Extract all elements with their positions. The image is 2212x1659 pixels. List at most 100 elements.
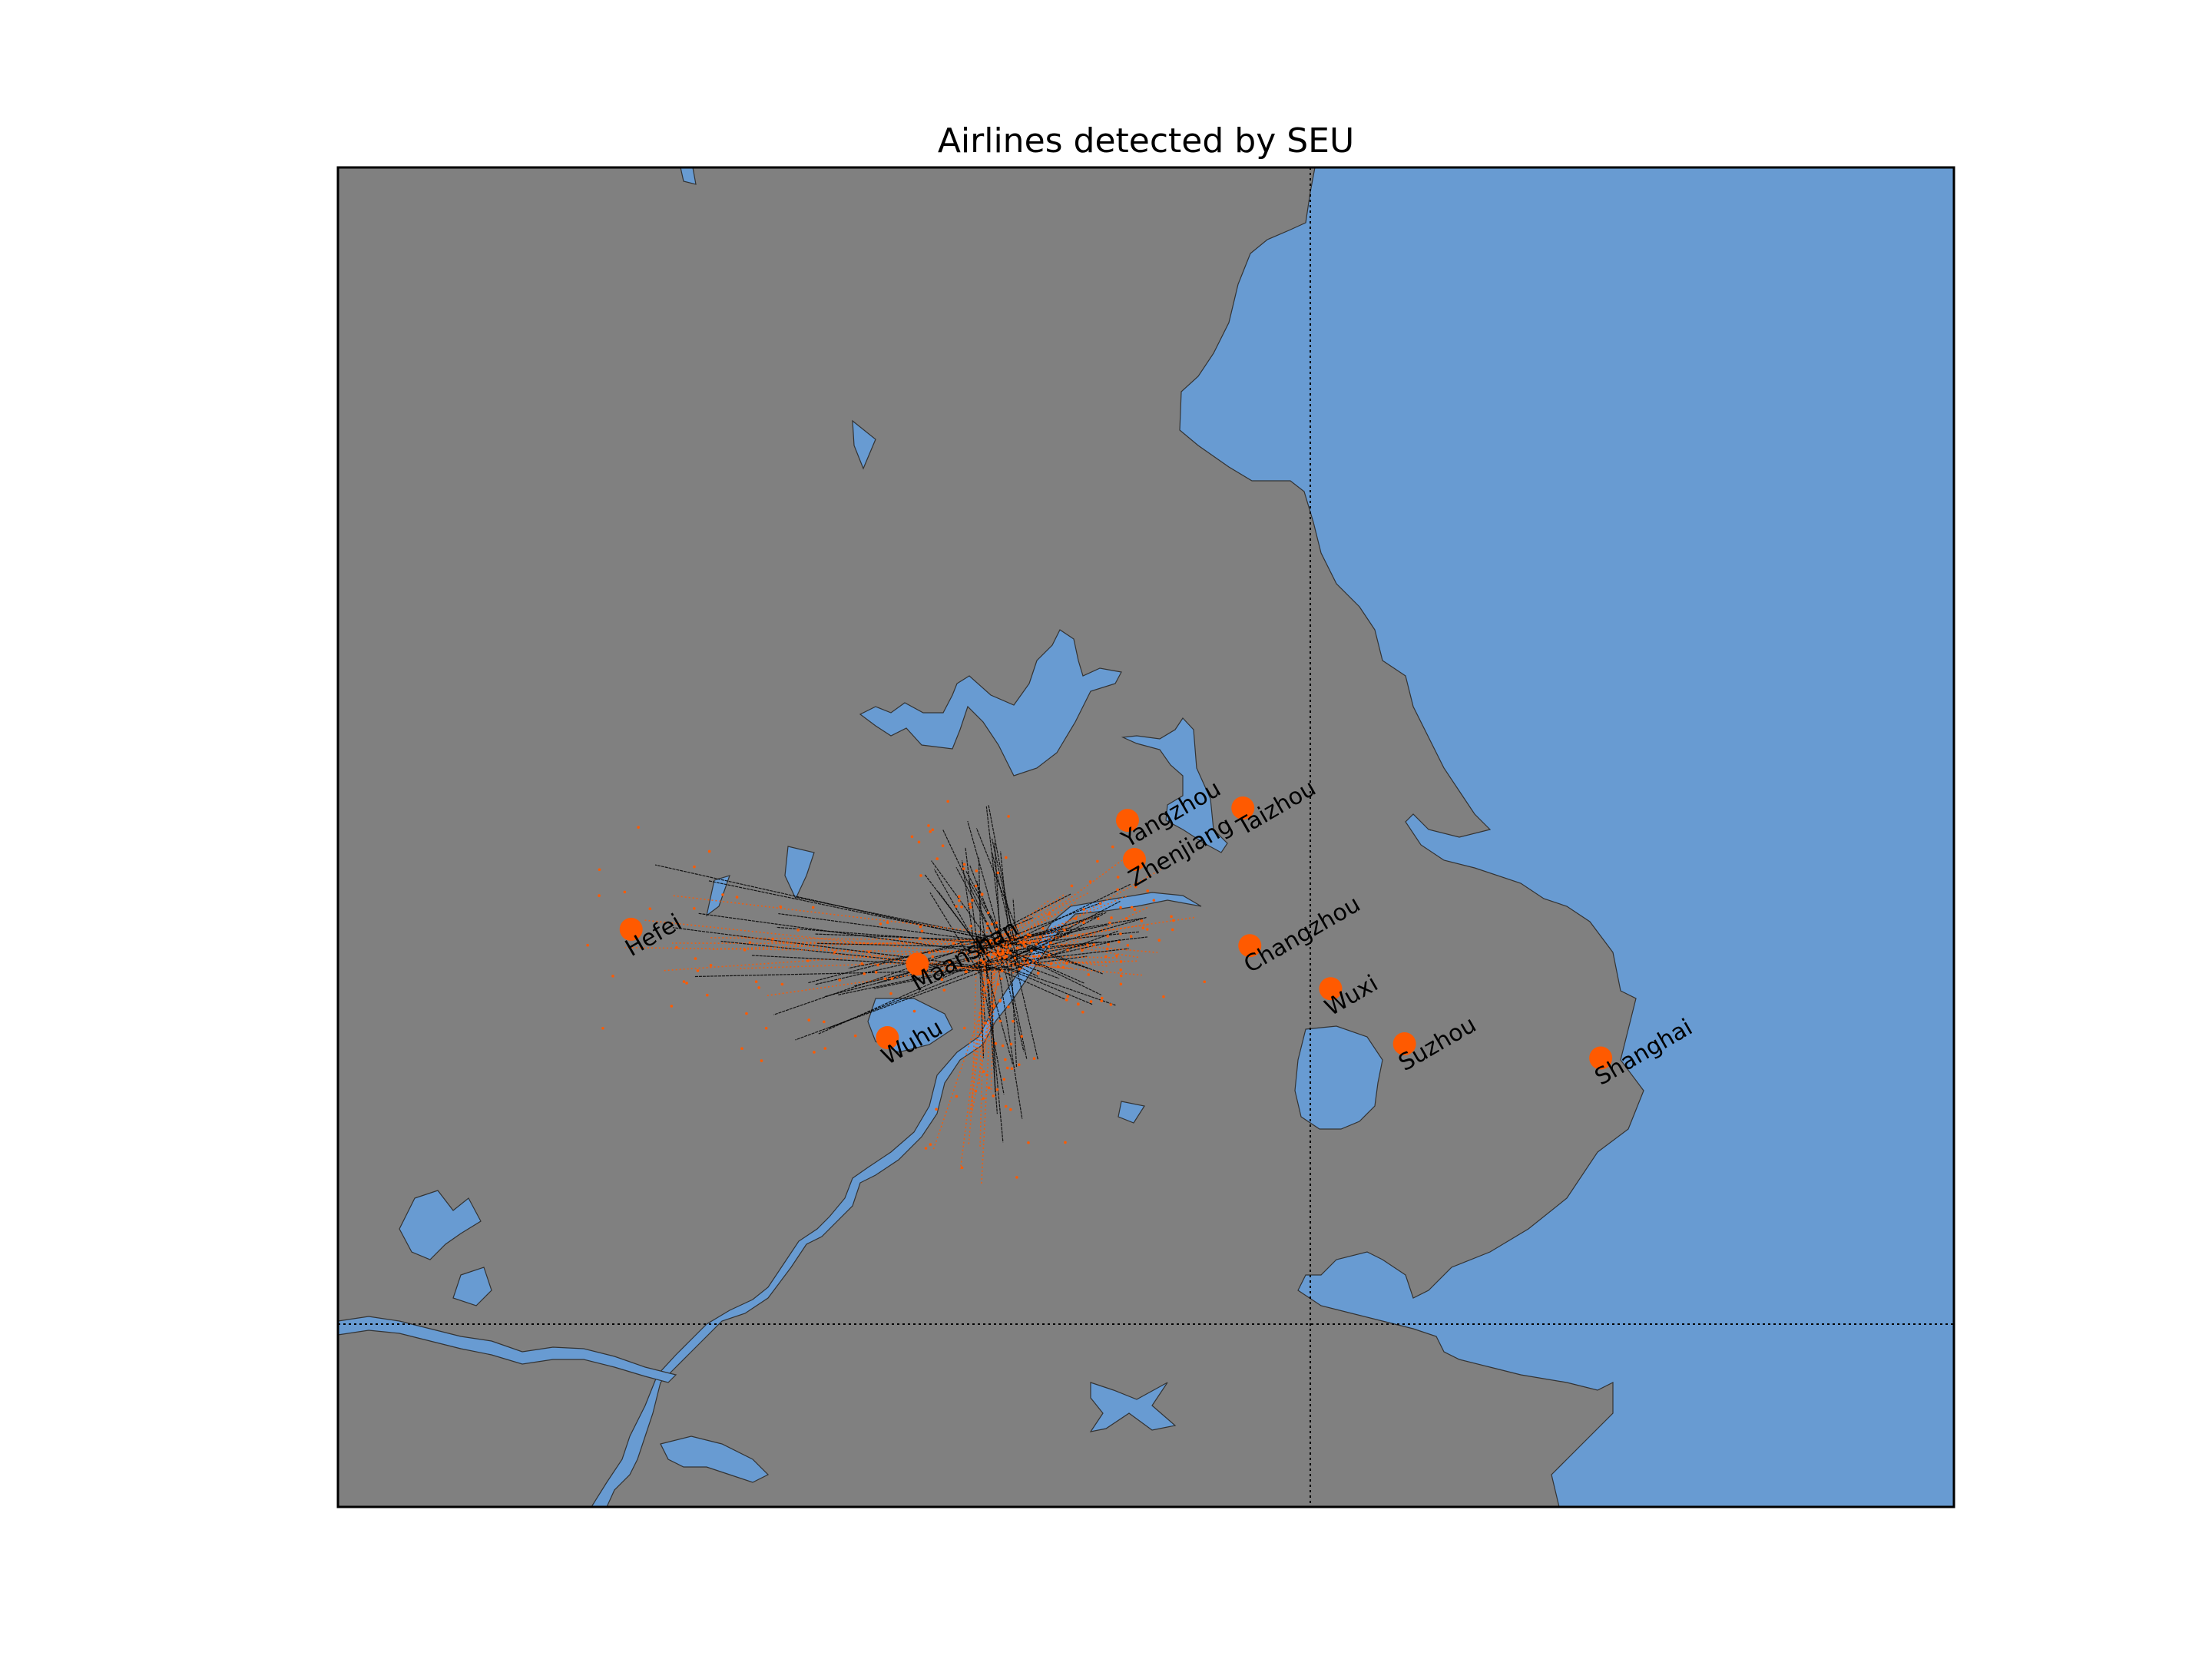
flight-track [1003,939,1158,953]
track-point [1018,1063,1021,1067]
track-point [1010,1067,1014,1071]
track-point [962,863,966,866]
track-point [992,1005,996,1008]
track-point [985,939,988,943]
flight-track [771,941,1012,945]
track-point [1172,919,1175,922]
track-point [889,992,892,995]
flight-track [1000,965,1093,1005]
track-point [1106,935,1109,938]
track-point [883,977,887,981]
track-point [598,868,601,872]
track-point [1109,1003,1113,1006]
track-point [995,1088,999,1091]
track-point [1119,974,1123,978]
track-point [1134,885,1137,889]
track-point [1041,926,1045,930]
track-point [998,956,1001,960]
track-point [1032,955,1035,959]
flight-track [991,838,1015,939]
track-point [962,1026,966,1030]
track-point [1087,973,1091,976]
track-point [796,929,800,932]
track-point [693,906,696,910]
track-point [1028,942,1031,945]
track-point [995,921,998,925]
track-point [994,953,998,956]
track-point [1133,908,1137,912]
track-point [1107,942,1110,946]
city-marker [1122,848,1146,872]
track-point [1005,945,1008,949]
small-lake-5 [1118,1101,1145,1124]
track-point [601,1026,604,1030]
track-point [1008,951,1012,955]
track-point [899,937,902,941]
track-point [709,964,713,967]
flight-track [978,962,1074,969]
flight-track [1005,962,1028,1059]
track-point [984,1022,987,1025]
river-branch-west [338,1316,677,1383]
track-point [935,1108,938,1111]
track-point [944,967,948,970]
track-point [1005,951,1009,955]
track-point [863,972,866,975]
track-point [931,828,935,832]
flight-track [992,853,1018,961]
track-point [1026,932,1030,936]
flight-track [967,820,1001,937]
track-point [735,896,739,899]
track-point [1049,941,1052,945]
track-point [721,893,724,896]
track-point [1035,942,1038,946]
flight-track [989,899,1051,948]
track-point [1077,1002,1080,1005]
flight-track [662,948,988,972]
city-marker [876,1025,899,1049]
track-point [1001,1044,1005,1048]
flight-track [795,963,1002,1041]
track-point [1012,1019,1015,1023]
track-point [940,978,944,982]
track-point [833,950,836,954]
track-point [886,921,889,925]
track-point [1023,940,1026,944]
track-point [757,986,760,989]
track-point [1119,968,1122,972]
track-point [927,824,930,827]
small-lake-3 [706,875,730,917]
track-point [1171,928,1174,932]
city-marker [619,917,643,941]
lake-cluster-south [660,1435,770,1483]
track-point [1162,995,1165,998]
track-point [1023,945,1027,948]
track-point [912,1009,916,1013]
flight-track [1006,916,1147,959]
track-point [1000,977,1003,981]
track-point [707,849,711,853]
track-point [928,951,931,955]
flight-track [995,951,1023,1120]
track-point [931,955,935,959]
flight-track [737,959,1011,969]
flight-track [980,924,1108,951]
track-point [1089,1000,1093,1003]
track-point [1022,957,1025,961]
track-point [990,922,994,926]
track-point [1065,962,1068,965]
track-point [1086,943,1089,946]
track-point [748,941,752,944]
track-point [1074,917,1078,920]
flight-track [1016,948,1129,962]
track-point [968,902,972,906]
track-point [876,963,879,967]
track-point [874,971,878,974]
track-point [1056,965,1060,969]
track-point [807,1018,811,1022]
track-point [780,982,784,986]
track-point [980,892,984,896]
track-point [1061,965,1065,969]
track-point [806,959,810,962]
track-point [1009,1108,1012,1111]
